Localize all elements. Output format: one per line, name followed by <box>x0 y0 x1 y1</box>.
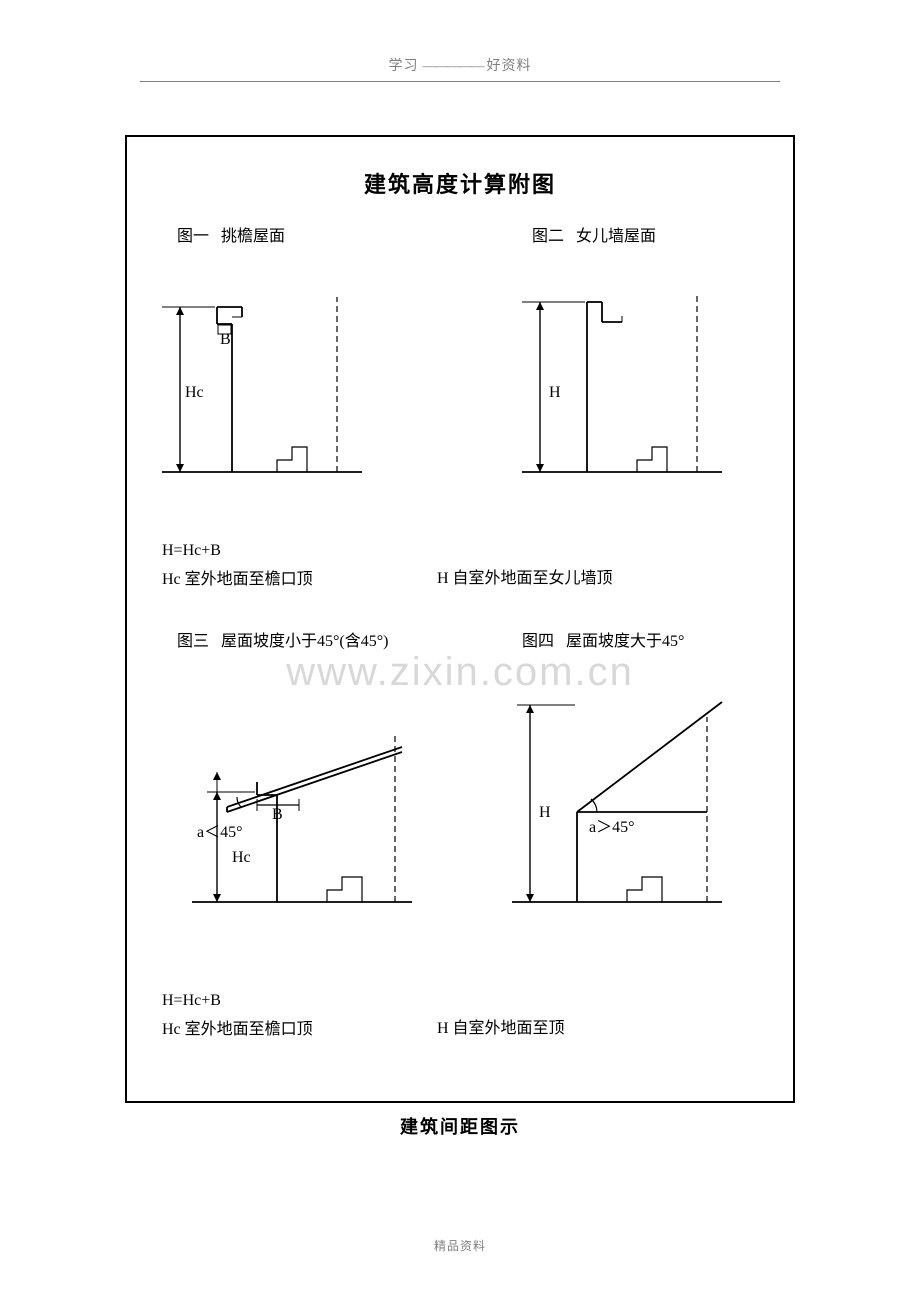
d3-Hc: Hc <box>232 849 251 866</box>
header-sep: ————— <box>423 59 483 74</box>
d4-angle: a＞45° <box>589 819 635 836</box>
fig3-label: 图三 屋面坡度小于45°(含45°) <box>177 627 388 651</box>
main-frame: 建筑高度计算附图 图一 挑檐屋面 图二 女儿墙屋面 <box>125 135 795 1103</box>
caption-2: H=Hc+B Hc 室外地面至檐口顶 <box>162 987 313 1045</box>
caption-2-right: H 自室外地面至顶 <box>437 1015 565 1044</box>
diagram-1: Hc B <box>147 272 377 492</box>
page-header: 学习 ————— 好资料 <box>0 0 920 75</box>
fig2-label: 图二 女儿墙屋面 <box>532 222 656 246</box>
header-left: 学习 <box>389 59 419 74</box>
diagram-3: Hc B a＜45° <box>177 697 427 927</box>
doc-title: 建筑高度计算附图 <box>127 167 793 199</box>
d1-B: B <box>220 331 231 348</box>
fig4-label: 图四 屋面坡度大于45° <box>522 627 684 651</box>
d3-angle: a＜45° <box>197 824 243 841</box>
d3-B: B <box>272 806 283 823</box>
d2-H: H <box>549 384 561 401</box>
caption-1-right: H 自室外地面至女儿墙顶 <box>437 565 613 594</box>
d4-H: H <box>539 804 551 821</box>
page-footer: 精品资料 <box>0 1237 920 1254</box>
caption-1: H=Hc+B Hc 室外地面至檐口顶 <box>162 537 313 595</box>
diagram-4: H a＞45° <box>497 697 737 927</box>
header-right: 好资料 <box>487 59 532 74</box>
d1-Hc: Hc <box>185 384 204 401</box>
header-rule <box>140 81 780 82</box>
sub-title: 建筑间距图示 <box>0 1113 920 1139</box>
fig1-label: 图一 挑檐屋面 <box>177 222 285 246</box>
diagram-2: H <box>507 272 737 492</box>
